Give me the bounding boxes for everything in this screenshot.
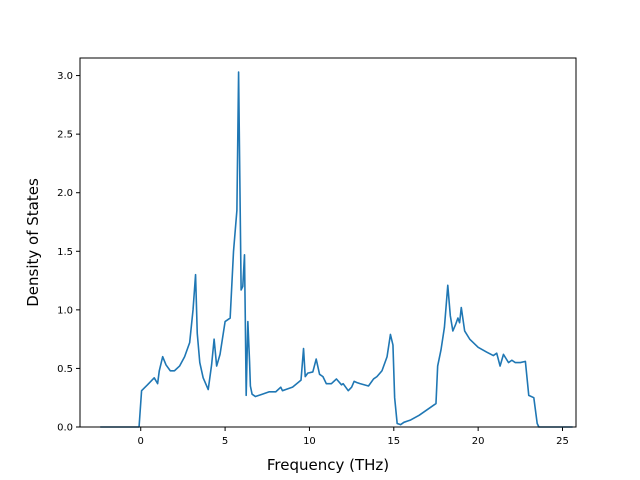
x-tick-label: 5 xyxy=(222,436,228,447)
x-tick-label: 25 xyxy=(556,436,569,447)
y-tick-label: 0.0 xyxy=(57,423,73,434)
y-axis-ticks: 0.0 0.5 1.0 1.5 2.0 2.5 3.0 xyxy=(57,71,80,434)
y-tick-label: 1.5 xyxy=(57,247,73,258)
y-tick-label: 2.5 xyxy=(57,130,73,141)
plot-frame xyxy=(79,57,577,428)
x-axis-ticks: 0 5 10 15 20 25 xyxy=(138,427,569,447)
x-axis-label: Frequency (THz) xyxy=(267,456,389,474)
x-tick-label: 15 xyxy=(387,436,400,447)
y-tick-label: 2.0 xyxy=(57,188,73,199)
series-lines xyxy=(100,71,573,428)
x-tick-label: 20 xyxy=(472,436,485,447)
series-line xyxy=(100,71,573,428)
x-tick-label: 10 xyxy=(303,436,316,447)
y-axis-label: Density of States xyxy=(24,178,42,307)
y-tick-label: 1.0 xyxy=(57,305,73,316)
y-tick-label: 0.5 xyxy=(57,364,73,375)
y-tick-label: 3.0 xyxy=(57,71,73,82)
x-tick-label: 0 xyxy=(138,436,144,447)
